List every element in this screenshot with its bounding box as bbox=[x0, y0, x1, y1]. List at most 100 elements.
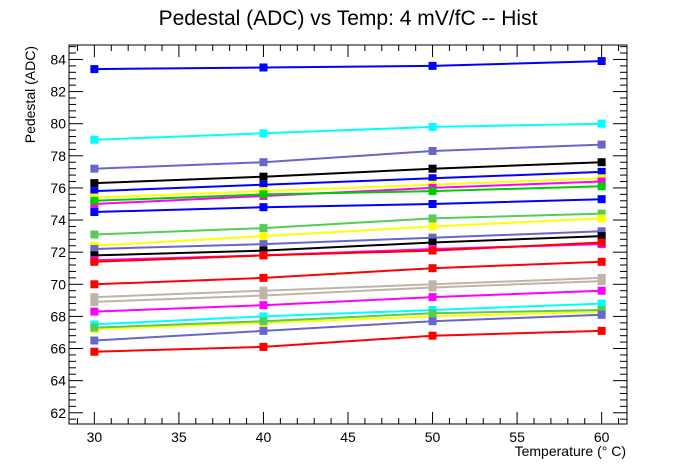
data-point bbox=[90, 323, 99, 332]
data-point bbox=[259, 312, 268, 321]
data-point bbox=[597, 119, 606, 128]
series-line bbox=[94, 276, 602, 299]
data-point bbox=[597, 257, 606, 266]
series-line bbox=[94, 289, 602, 313]
data-point bbox=[428, 246, 437, 255]
series-2 bbox=[90, 119, 606, 144]
series-23 bbox=[90, 310, 606, 345]
data-point bbox=[90, 196, 99, 205]
data-point bbox=[90, 230, 99, 239]
data-point bbox=[597, 167, 606, 176]
data-point bbox=[597, 158, 606, 167]
x-axis-label: Temperature (° C) bbox=[515, 443, 626, 459]
data-point bbox=[90, 251, 99, 260]
data-point bbox=[90, 164, 99, 173]
data-point bbox=[90, 297, 99, 306]
data-point bbox=[597, 305, 606, 314]
data-point bbox=[90, 293, 99, 302]
series-line bbox=[94, 329, 602, 353]
data-point bbox=[90, 347, 99, 356]
y-tick-label: 62 bbox=[50, 405, 66, 421]
series-line bbox=[94, 198, 602, 213]
data-point bbox=[259, 273, 268, 282]
y-tick-label: 74 bbox=[50, 212, 66, 228]
series-9 bbox=[90, 195, 606, 217]
series-8 bbox=[90, 182, 606, 205]
data-point bbox=[90, 187, 99, 196]
series-24 bbox=[90, 326, 606, 356]
series-line bbox=[94, 280, 602, 303]
data-point bbox=[90, 179, 99, 188]
data-point bbox=[259, 240, 268, 249]
data-point bbox=[428, 187, 437, 196]
data-point bbox=[259, 129, 268, 138]
data-point bbox=[90, 208, 99, 217]
data-point bbox=[597, 232, 606, 241]
series-line bbox=[94, 302, 602, 326]
data-point bbox=[428, 214, 437, 223]
data-point bbox=[428, 331, 437, 340]
series-line bbox=[94, 170, 602, 193]
series-line bbox=[94, 122, 602, 141]
x-tick-label: 30 bbox=[87, 429, 103, 445]
data-point bbox=[597, 227, 606, 236]
data-point bbox=[259, 286, 268, 295]
data-point bbox=[428, 283, 437, 292]
x-tick-label: 35 bbox=[171, 429, 187, 445]
data-point bbox=[90, 135, 99, 144]
y-tick-label: 64 bbox=[50, 373, 66, 389]
data-point bbox=[597, 277, 606, 286]
data-point bbox=[597, 57, 606, 66]
series-19 bbox=[90, 286, 606, 316]
series-line bbox=[94, 260, 602, 286]
data-point bbox=[428, 293, 437, 302]
data-point bbox=[259, 342, 268, 351]
data-point bbox=[259, 317, 268, 326]
data-point bbox=[597, 182, 606, 191]
series-5 bbox=[90, 167, 606, 196]
data-point bbox=[597, 310, 606, 319]
data-point bbox=[259, 326, 268, 335]
series-line bbox=[94, 217, 602, 247]
y-axis-ticks: 62 64 66 68 70 72 74 76 78 80 82 84 bbox=[50, 46, 627, 421]
data-point bbox=[259, 180, 268, 189]
data-point bbox=[90, 257, 99, 266]
data-point bbox=[90, 280, 99, 289]
y-tick-label: 78 bbox=[50, 148, 66, 164]
data-point bbox=[259, 224, 268, 233]
series-line bbox=[94, 60, 602, 71]
series-line bbox=[94, 185, 602, 202]
data-point bbox=[428, 233, 437, 242]
data-point bbox=[428, 238, 437, 247]
data-point bbox=[259, 203, 268, 212]
series-15 bbox=[90, 238, 606, 266]
series-line bbox=[94, 177, 602, 199]
series-22 bbox=[90, 305, 606, 332]
series-line bbox=[94, 212, 602, 236]
y-tick-label: 76 bbox=[50, 180, 66, 196]
data-point bbox=[259, 158, 268, 167]
data-point bbox=[428, 199, 437, 208]
x-axis-ticks: 30 35 40 45 50 55 60 bbox=[76, 45, 620, 445]
x-tick-label: 60 bbox=[594, 429, 610, 445]
y-tick-label: 70 bbox=[50, 276, 66, 292]
series-line bbox=[94, 309, 602, 329]
x-tick-label: 40 bbox=[256, 429, 272, 445]
series-line bbox=[94, 313, 602, 342]
series-line bbox=[94, 161, 602, 185]
data-point bbox=[259, 291, 268, 300]
series-3 bbox=[90, 140, 606, 173]
data-point bbox=[597, 299, 606, 308]
series-10 bbox=[90, 209, 606, 239]
data-point bbox=[597, 286, 606, 295]
data-point bbox=[428, 222, 437, 231]
data-point bbox=[259, 301, 268, 310]
data-point bbox=[428, 146, 437, 155]
x-tick-label: 50 bbox=[425, 429, 441, 445]
series-line bbox=[94, 310, 602, 331]
data-point bbox=[597, 326, 606, 335]
data-point bbox=[428, 61, 437, 70]
data-point bbox=[259, 63, 268, 72]
data-point bbox=[90, 336, 99, 345]
